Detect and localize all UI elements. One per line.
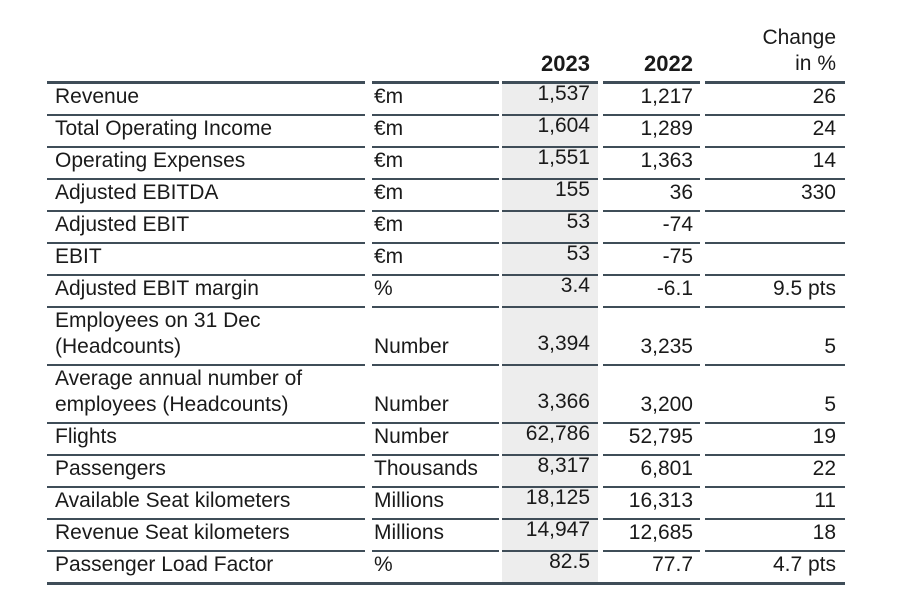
- value-2023: 3,366: [502, 366, 598, 424]
- table-row: Adjusted EBIT margin % 3.4 -6.1 9.5 pts: [47, 276, 845, 308]
- table-row: Revenue €m 1,537 1,217 26: [47, 84, 845, 116]
- row-label: EBIT: [47, 244, 365, 276]
- value-2022: 1,363: [603, 148, 700, 180]
- value-2023: 18,125: [502, 488, 598, 520]
- row-unit: Thousands: [372, 456, 499, 488]
- value-2022: 52,795: [603, 424, 700, 456]
- value-change: 22: [705, 456, 845, 488]
- row-label: Available Seat kilometers: [47, 488, 365, 520]
- row-unit: %: [372, 552, 499, 585]
- header-year-2022: 2022: [603, 20, 700, 84]
- row-label: Employees on 31 Dec (Headcounts): [47, 308, 365, 366]
- row-label: Adjusted EBITDA: [47, 180, 365, 212]
- table-row: Adjusted EBIT €m 53 -74: [47, 212, 845, 244]
- header-unit-cell: [372, 20, 499, 84]
- value-change: 14: [705, 148, 845, 180]
- table-row: Passenger Load Factor % 82.5 77.7 4.7 pt…: [47, 552, 845, 585]
- row-label: Adjusted EBIT: [47, 212, 365, 244]
- value-2022: 1,289: [603, 116, 700, 148]
- table-row: Total Operating Income €m 1,604 1,289 24: [47, 116, 845, 148]
- row-unit: Number: [372, 424, 499, 456]
- row-unit: €m: [372, 180, 499, 212]
- row-unit: €m: [372, 244, 499, 276]
- row-label: Total Operating Income: [47, 116, 365, 148]
- value-2023: 1,537: [502, 84, 598, 116]
- row-unit: %: [372, 276, 499, 308]
- header-year-2023: 2023: [502, 20, 598, 84]
- value-change: 5: [705, 308, 845, 366]
- value-change: 330: [705, 180, 845, 212]
- value-change: [705, 212, 845, 244]
- table-header-row: 2023 2022 Change in %: [47, 20, 845, 84]
- header-change: Change in %: [705, 20, 845, 84]
- value-2023: 53: [502, 244, 598, 276]
- value-change: 19: [705, 424, 845, 456]
- value-2023: 3.4: [502, 276, 598, 308]
- value-change: 4.7 pts: [705, 552, 845, 585]
- value-2023: 8,317: [502, 456, 598, 488]
- row-label: Operating Expenses: [47, 148, 365, 180]
- row-label: Revenue Seat kilometers: [47, 520, 365, 552]
- value-2022: 3,200: [603, 366, 700, 424]
- table-row: Available Seat kilometers Millions 18,12…: [47, 488, 845, 520]
- value-2022: 1,217: [603, 84, 700, 116]
- value-change: 24: [705, 116, 845, 148]
- value-2022: -6.1: [603, 276, 700, 308]
- row-label: Flights: [47, 424, 365, 456]
- row-unit: Number: [372, 308, 499, 366]
- value-2022: 36: [603, 180, 700, 212]
- table-row: Passengers Thousands 8,317 6,801 22: [47, 456, 845, 488]
- table-row: Revenue Seat kilometers Millions 14,947 …: [47, 520, 845, 552]
- table-row: Employees on 31 Dec (Headcounts) Number …: [47, 308, 845, 366]
- row-label: Average annual number of employees (Head…: [47, 366, 365, 424]
- value-change: 11: [705, 488, 845, 520]
- value-change: [705, 244, 845, 276]
- value-2023: 62,786: [502, 424, 598, 456]
- value-2022: 77.7: [603, 552, 700, 585]
- table-row: Operating Expenses €m 1,551 1,363 14: [47, 148, 845, 180]
- row-label: Passenger Load Factor: [47, 552, 365, 585]
- row-unit: Millions: [372, 520, 499, 552]
- value-2022: -74: [603, 212, 700, 244]
- row-label: Passengers: [47, 456, 365, 488]
- row-label: Revenue: [47, 84, 365, 116]
- value-2023: 155: [502, 180, 598, 212]
- kpi-table: 2023 2022 Change in % Revenue €m 1,537 1…: [47, 20, 845, 585]
- value-change: 18: [705, 520, 845, 552]
- value-2022: 3,235: [603, 308, 700, 366]
- row-unit: Number: [372, 366, 499, 424]
- value-2022: -75: [603, 244, 700, 276]
- value-2023: 53: [502, 212, 598, 244]
- value-change: 26: [705, 84, 845, 116]
- value-change: 5: [705, 366, 845, 424]
- value-2023: 14,947: [502, 520, 598, 552]
- value-2023: 1,551: [502, 148, 598, 180]
- table-row: Flights Number 62,786 52,795 19: [47, 424, 845, 456]
- value-2023: 82.5: [502, 552, 598, 585]
- row-unit: Millions: [372, 488, 499, 520]
- row-unit: €m: [372, 84, 499, 116]
- header-label-cell: [47, 20, 365, 84]
- table-row: Average annual number of employees (Head…: [47, 366, 845, 424]
- value-2023: 1,604: [502, 116, 598, 148]
- value-change: 9.5 pts: [705, 276, 845, 308]
- row-unit: €m: [372, 212, 499, 244]
- value-2022: 6,801: [603, 456, 700, 488]
- row-unit: €m: [372, 148, 499, 180]
- row-label: Adjusted EBIT margin: [47, 276, 365, 308]
- table-row: EBIT €m 53 -75: [47, 244, 845, 276]
- value-2022: 16,313: [603, 488, 700, 520]
- column-gap: [365, 20, 372, 84]
- table-row: Adjusted EBITDA €m 155 36 330: [47, 180, 845, 212]
- value-2023: 3,394: [502, 308, 598, 366]
- row-unit: €m: [372, 116, 499, 148]
- value-2022: 12,685: [603, 520, 700, 552]
